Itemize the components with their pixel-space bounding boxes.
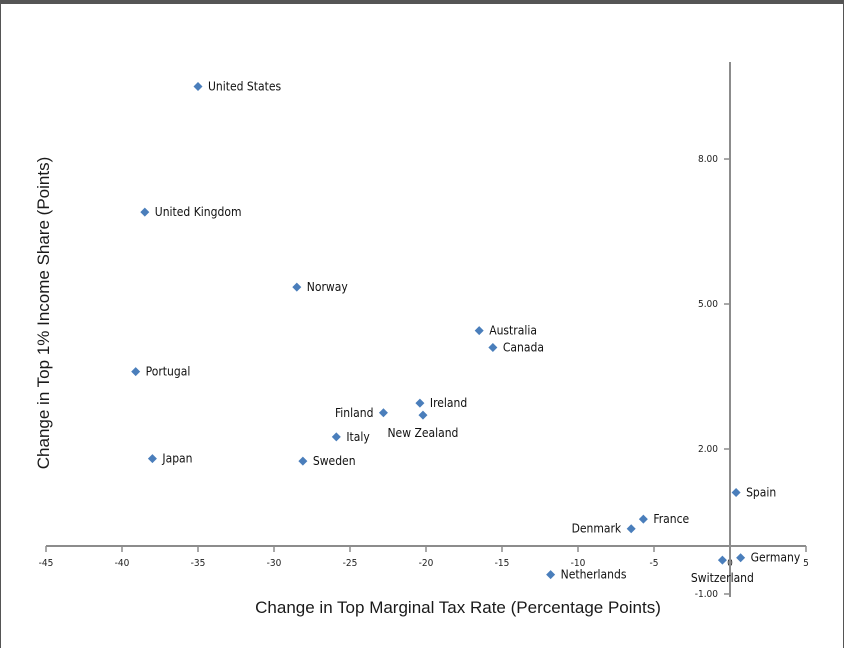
- data-point: Norway: [292, 280, 348, 294]
- point-marker: [147, 454, 157, 464]
- point-marker: [331, 432, 341, 442]
- point-label: Ireland: [430, 396, 467, 410]
- point-label: United States: [208, 80, 281, 94]
- point-label: Japan: [161, 452, 192, 466]
- point-label: Italy: [346, 430, 370, 444]
- data-point: New Zealand: [387, 410, 458, 440]
- data-point: United Kingdom: [140, 205, 241, 219]
- y-tick-label: 2.00: [698, 444, 718, 455]
- x-tick-label: -40: [115, 558, 130, 569]
- y-tick-label: 8.00: [698, 154, 718, 165]
- point-label: Portugal: [146, 365, 191, 379]
- point-label: Canada: [503, 341, 544, 355]
- x-tick-label: -15: [495, 558, 510, 569]
- x-tick-label: 5: [803, 558, 809, 569]
- x-tick-label: -20: [419, 558, 434, 569]
- data-point: Finland: [335, 406, 388, 420]
- data-point: Sweden: [298, 454, 356, 468]
- point-marker: [292, 282, 302, 292]
- point-label: United Kingdom: [155, 205, 242, 219]
- point-label: Denmark: [572, 522, 622, 536]
- data-point: Ireland: [415, 396, 467, 410]
- y-axis: -1.00 2.00 5.00 8.00: [695, 62, 731, 600]
- data-point: Denmark: [572, 522, 636, 536]
- x-axis-title: Change in Top Marginal Tax Rate (Percent…: [255, 598, 661, 617]
- point-label: France: [653, 512, 689, 526]
- point-marker: [626, 524, 636, 534]
- data-point: Canada: [488, 341, 544, 355]
- data-point: Portugal: [131, 365, 190, 379]
- point-label: Switzerland: [691, 571, 754, 585]
- data-point: France: [638, 512, 690, 526]
- point-marker: [415, 398, 425, 408]
- x-tick-label: -5: [650, 558, 659, 569]
- point-label: Finland: [335, 406, 374, 420]
- data-point: Australia: [474, 324, 537, 338]
- x-tick-label: -35: [191, 558, 206, 569]
- point-marker: [488, 343, 498, 353]
- x-tick-label: -30: [267, 558, 282, 569]
- point-marker: [298, 456, 308, 466]
- point-label: Spain: [746, 485, 776, 499]
- data-point: United States: [193, 80, 281, 94]
- data-point: Spain: [731, 485, 776, 499]
- point-label: Germany: [751, 551, 801, 565]
- point-marker: [736, 553, 746, 563]
- data-point: Germany: [736, 551, 801, 565]
- x-tick-label: -25: [343, 558, 358, 569]
- x-axis: -45-40-35-30-25-20-15-10-505: [39, 545, 809, 569]
- point-label: New Zealand: [387, 426, 458, 440]
- point-label: Sweden: [313, 454, 356, 468]
- x-tick-label: -10: [571, 558, 586, 569]
- point-label: Australia: [489, 324, 537, 338]
- point-marker: [418, 410, 428, 420]
- point-marker: [731, 487, 741, 497]
- point-marker: [140, 207, 150, 217]
- point-marker: [131, 367, 141, 377]
- y-tick-label: -1.00: [695, 589, 719, 600]
- data-point: Netherlands: [546, 568, 627, 582]
- point-marker: [193, 82, 203, 92]
- y-axis-title: Change in Top 1% Income Share (Points): [34, 157, 53, 469]
- point-label: Norway: [307, 280, 349, 294]
- data-point: Switzerland: [691, 555, 754, 585]
- data-point: Japan: [147, 452, 193, 466]
- x-tick-label: -45: [39, 558, 54, 569]
- point-marker: [717, 555, 727, 565]
- point-marker: [546, 570, 556, 580]
- point-marker: [378, 408, 388, 418]
- data-point: Italy: [331, 430, 370, 444]
- point-marker: [638, 514, 648, 524]
- point-label: Netherlands: [561, 568, 627, 582]
- data-points: United States United Kingdom Norway Austral…: [131, 80, 801, 585]
- point-marker: [474, 326, 484, 336]
- y-tick-label: 5.00: [698, 299, 718, 310]
